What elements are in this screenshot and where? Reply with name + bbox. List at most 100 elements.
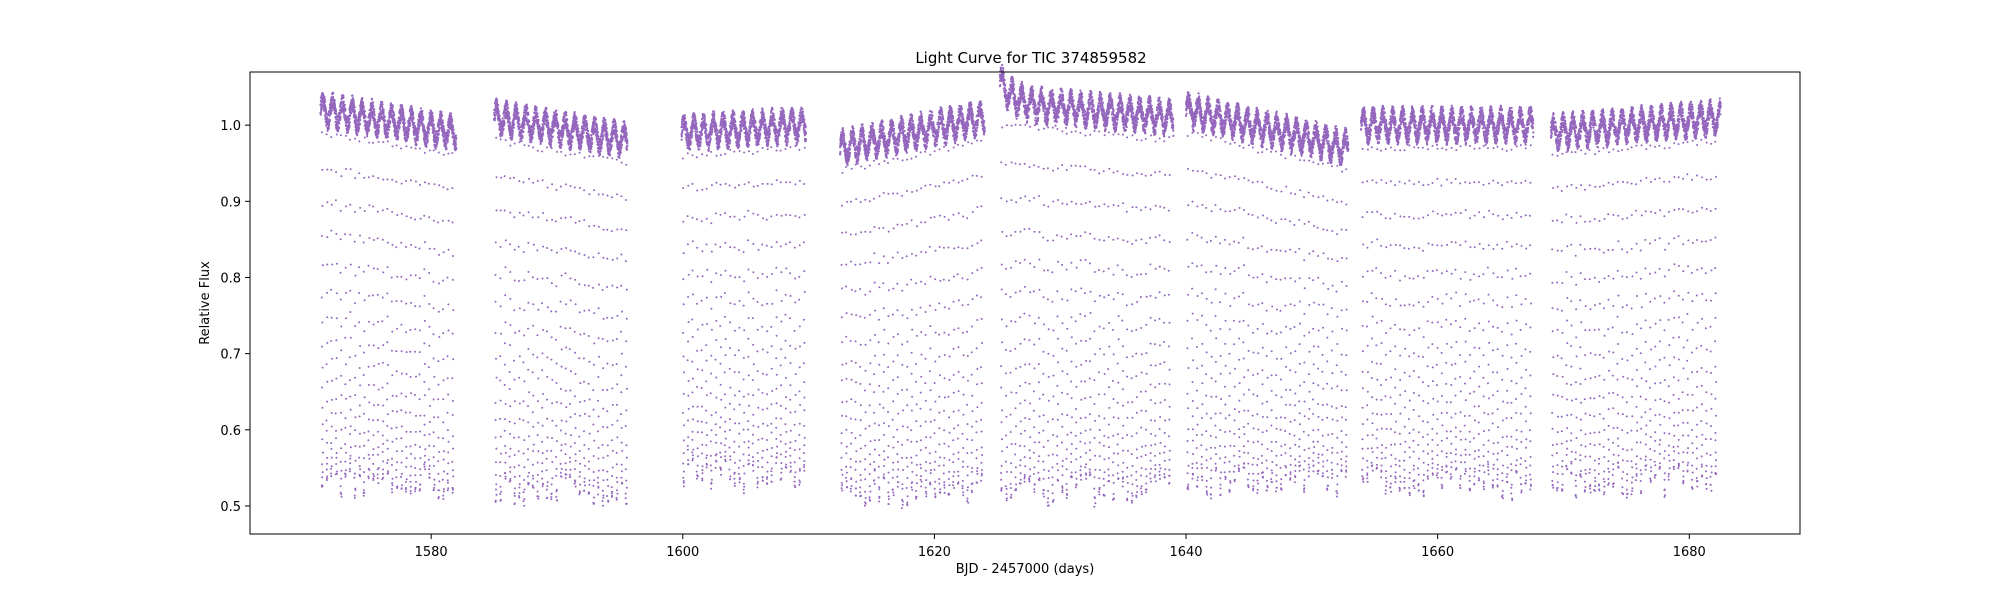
data-point bbox=[593, 409, 595, 411]
data-point bbox=[447, 489, 449, 491]
data-point bbox=[433, 281, 435, 283]
data-point bbox=[359, 119, 361, 121]
data-point bbox=[428, 128, 430, 130]
data-point bbox=[500, 436, 502, 438]
data-point bbox=[392, 484, 394, 486]
data-point bbox=[551, 336, 553, 338]
data-point bbox=[542, 483, 544, 485]
data-point bbox=[321, 346, 323, 348]
data-point bbox=[526, 107, 528, 109]
data-point bbox=[593, 471, 595, 473]
data-point bbox=[561, 366, 563, 368]
data-point bbox=[335, 199, 337, 201]
data-point bbox=[368, 129, 370, 131]
data-point bbox=[514, 332, 516, 334]
data-point bbox=[607, 444, 609, 446]
data-point bbox=[391, 301, 393, 303]
data-point bbox=[359, 235, 361, 237]
data-point bbox=[349, 139, 351, 141]
data-point bbox=[500, 138, 502, 140]
data-point bbox=[681, 131, 683, 133]
data-point bbox=[606, 127, 608, 129]
data-point bbox=[499, 461, 501, 463]
data-point bbox=[579, 187, 581, 189]
data-point bbox=[387, 136, 389, 138]
data-point bbox=[419, 457, 421, 459]
data-point bbox=[625, 340, 627, 342]
data-point bbox=[589, 479, 591, 481]
data-point bbox=[616, 338, 618, 340]
data-point bbox=[626, 140, 628, 142]
data-point bbox=[509, 212, 511, 214]
data-point bbox=[427, 140, 429, 142]
data-point bbox=[413, 122, 415, 124]
data-point bbox=[350, 168, 352, 170]
data-point bbox=[443, 251, 445, 253]
data-point bbox=[401, 462, 403, 464]
data-point bbox=[382, 460, 384, 462]
data-point bbox=[336, 471, 338, 473]
data-point bbox=[405, 487, 407, 489]
data-point bbox=[575, 453, 577, 455]
data-point bbox=[410, 490, 412, 492]
data-point bbox=[501, 133, 503, 135]
data-point bbox=[494, 117, 496, 119]
data-point bbox=[344, 383, 346, 385]
data-point bbox=[507, 107, 509, 109]
data-point bbox=[448, 249, 450, 251]
data-point bbox=[616, 159, 618, 161]
data-point bbox=[513, 360, 515, 362]
data-point bbox=[344, 233, 346, 235]
data-point bbox=[578, 436, 580, 438]
data-point bbox=[438, 451, 440, 453]
data-point bbox=[354, 495, 356, 497]
data-point bbox=[340, 485, 342, 487]
data-point bbox=[547, 116, 549, 118]
data-point bbox=[568, 130, 570, 132]
data-point bbox=[592, 256, 594, 258]
data-point bbox=[602, 156, 604, 158]
data-point bbox=[401, 473, 403, 475]
data-point bbox=[442, 495, 444, 497]
data-point bbox=[437, 360, 439, 362]
data-point bbox=[415, 431, 417, 433]
data-point bbox=[349, 470, 351, 472]
data-point bbox=[536, 113, 538, 115]
data-point bbox=[574, 479, 576, 481]
data-point bbox=[621, 162, 623, 164]
data-point bbox=[606, 317, 608, 319]
data-point bbox=[399, 122, 401, 124]
data-point bbox=[353, 102, 355, 104]
data-point bbox=[331, 358, 333, 360]
data-point bbox=[451, 487, 453, 489]
data-point bbox=[606, 363, 608, 365]
data-point bbox=[560, 186, 562, 188]
data-point bbox=[547, 437, 549, 439]
data-point bbox=[565, 347, 567, 349]
data-point bbox=[366, 133, 368, 135]
data-point bbox=[583, 310, 585, 312]
data-point bbox=[550, 310, 552, 312]
data-point bbox=[555, 117, 557, 119]
data-point bbox=[570, 250, 572, 252]
data-point bbox=[372, 473, 374, 475]
data-point bbox=[556, 489, 558, 491]
data-point bbox=[616, 193, 618, 195]
data-point bbox=[611, 196, 613, 198]
data-point bbox=[571, 141, 573, 143]
data-point bbox=[542, 485, 544, 487]
data-point bbox=[331, 426, 333, 428]
data-point bbox=[579, 311, 581, 313]
data-point bbox=[524, 144, 526, 146]
data-point bbox=[561, 348, 563, 350]
data-point bbox=[354, 325, 356, 327]
data-point bbox=[556, 401, 558, 403]
data-point bbox=[452, 475, 454, 477]
data-point bbox=[437, 473, 439, 475]
data-point bbox=[575, 486, 577, 488]
data-point bbox=[588, 193, 590, 195]
data-point bbox=[602, 500, 604, 502]
data-point bbox=[537, 378, 539, 380]
data-point bbox=[447, 188, 449, 190]
data-point bbox=[540, 143, 542, 145]
